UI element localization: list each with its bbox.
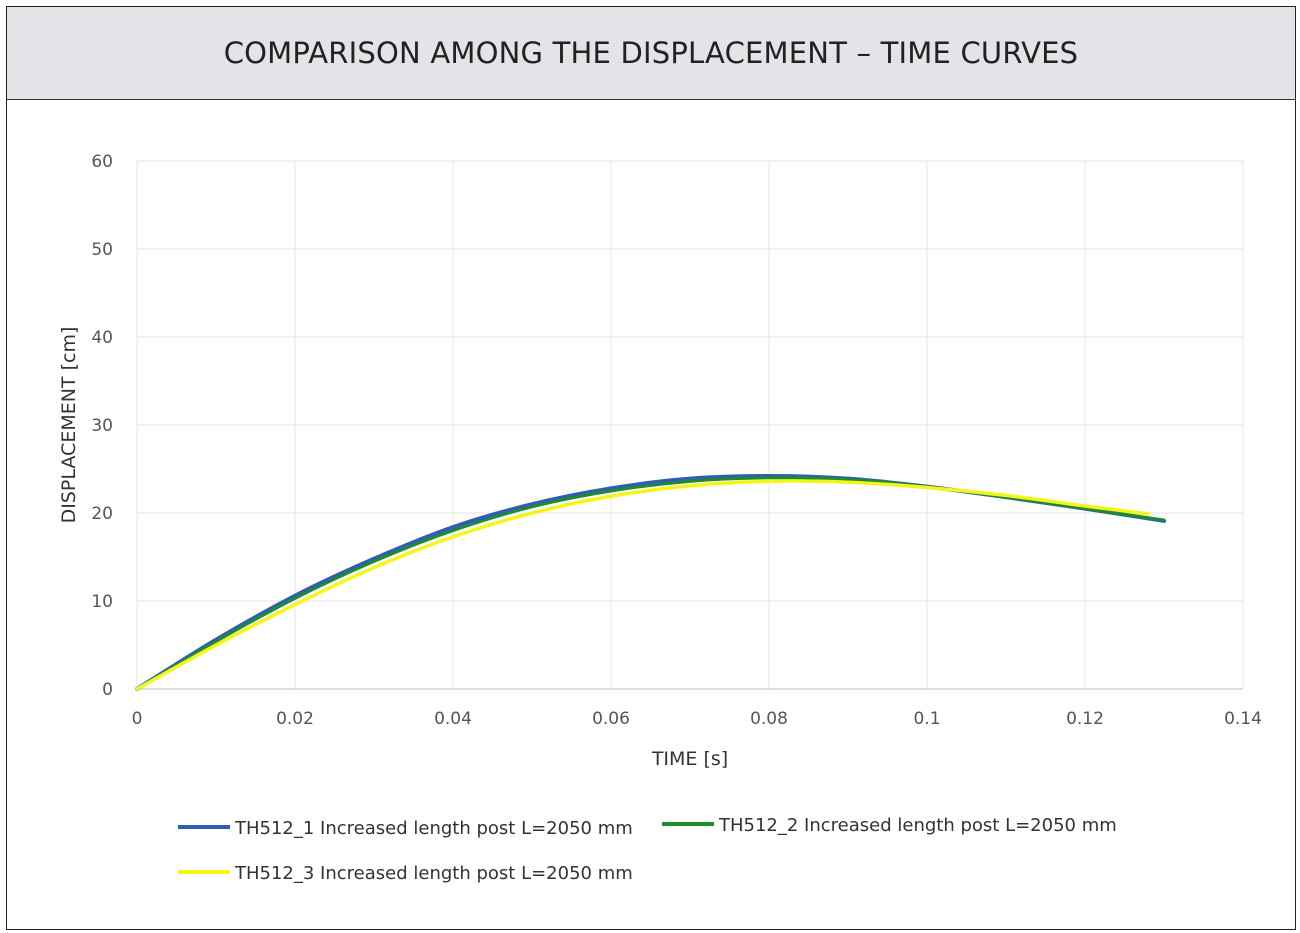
- x-tick-label: 0.12: [1066, 709, 1104, 729]
- legend-label-3: TH512_3 Increased length post L=2050 mm: [234, 863, 633, 884]
- y-tick-label: 0: [102, 680, 113, 700]
- y-tick-label: 10: [91, 592, 113, 612]
- legend-label-1: TH512_1 Increased length post L=2050 mm: [234, 818, 633, 839]
- y-tick-label: 40: [91, 328, 113, 348]
- series-line-3: [135, 479, 1150, 691]
- y-tick-label: 60: [91, 152, 113, 172]
- legend-label-2: TH512_2 Increased length post L=2050 mm: [718, 815, 1117, 836]
- grid-lines: [136, 160, 1244, 690]
- x-tick-label: 0.02: [276, 709, 314, 729]
- series-line-1: [135, 474, 1166, 691]
- series-lines: [135, 474, 1166, 691]
- x-tick-label: 0.04: [434, 709, 472, 729]
- chart-title: COMPARISON AMONG THE DISPLACEMENT – TIME…: [223, 36, 1079, 70]
- y-tick-label: 50: [91, 240, 113, 260]
- x-tick-label: 0: [132, 709, 143, 729]
- title-bar: COMPARISON AMONG THE DISPLACEMENT – TIME…: [7, 7, 1295, 100]
- x-tick-label: 0.06: [592, 709, 630, 729]
- x-tick-label: 0.1: [913, 709, 940, 729]
- tick-labels: 0 10 20 30 40 50 60 0 0.02 0.04 0.06 0.08 0.1 0.12 0.1…: [91, 152, 1262, 729]
- x-axis-label: TIME [s]: [651, 748, 728, 770]
- legend: TH512_1 Increased length post L=2050 mm T…: [178, 815, 1117, 884]
- x-tick-label: 0.14: [1224, 709, 1262, 729]
- y-tick-label: 20: [91, 504, 113, 524]
- y-axis-label: DISPLACEMENT [cm]: [58, 327, 80, 524]
- chart-frame: COMPARISON AMONG THE DISPLACEMENT – TIME…: [6, 6, 1296, 930]
- x-tick-label: 0.08: [750, 709, 788, 729]
- y-tick-label: 30: [91, 416, 113, 436]
- series-line-2: [135, 476, 1166, 691]
